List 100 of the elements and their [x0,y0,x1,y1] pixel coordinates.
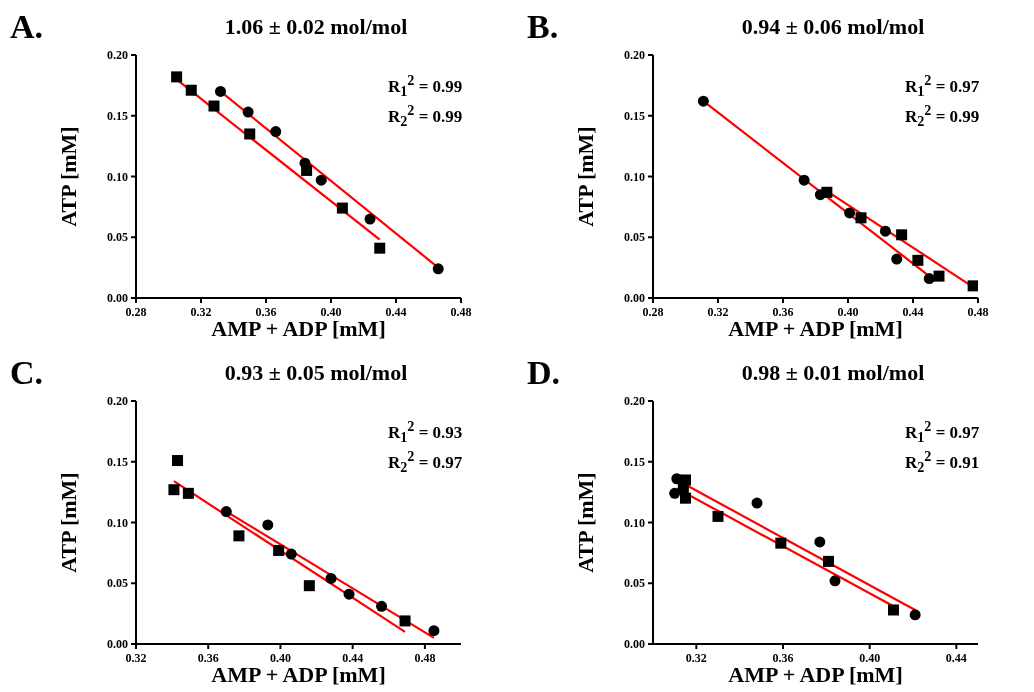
y-tick-label: 0.05 [107,230,128,245]
text: B. [527,8,559,46]
point [432,263,444,275]
point [712,510,724,522]
point [244,128,256,140]
chart-title: 0.98 ± 0.01 mol/mol [740,360,926,386]
point [208,100,220,112]
point [270,126,282,138]
point [172,455,184,467]
point [896,229,908,241]
y-tick-label: 0.20 [107,394,128,408]
y-tick-label: 0.10 [624,169,645,184]
x-tick-label: 0.48 [414,651,436,665]
annotation: R$_{2}$$^{2}$ = 0.99 [905,102,980,131]
x-tick-label: 0.40 [859,651,881,665]
point [325,572,337,584]
y-tick-label: 0.05 [624,230,645,245]
x-tick-label: 0.28 [125,305,147,319]
point [168,484,180,496]
x-tick-label: 0.32 [125,651,147,665]
point [909,609,921,621]
x-tick-label: 0.36 [772,651,794,665]
y-tick-label: 0.00 [624,291,645,305]
point [888,604,899,616]
x-axis-title: AMP + ADP [mM] [728,662,903,687]
y-tick-label: 0.00 [107,291,128,305]
point [376,600,388,612]
point [185,84,197,96]
chart-title: 0.94 ± 0.06 mol/mol [740,14,926,40]
point [912,254,924,266]
point [182,487,194,499]
annotation: R$_{2}$$^{2}$ = 0.97 [388,448,463,477]
point [285,548,297,560]
x-tick-label: 0.40 [320,305,342,319]
x-tick-label: 0.48 [450,305,472,319]
y-tick-label: 0.00 [107,637,128,651]
annotation: R$_{1}$$^{2}$ = 0.97 [905,72,980,101]
point [821,186,833,198]
point [233,530,245,542]
x-tick-label: 0.36 [197,651,219,665]
point [343,588,355,600]
x-tick-label: 0.44 [902,305,924,319]
x-tick-label: 0.44 [945,651,967,665]
annotation: R$_{1}$$^{2}$ = 0.99 [388,72,463,101]
y-axis-title: ATP [mM] [572,472,598,573]
point [814,536,826,548]
y-tick-label: 0.10 [107,515,128,530]
point [336,202,348,214]
y-tick-label: 0.15 [624,108,645,123]
text: D. [527,354,561,392]
y-tick-label: 0.10 [624,515,645,530]
x-tick-label: 0.32 [685,651,707,665]
point [751,497,763,509]
x-axis-title: AMP + ADP [mM] [728,316,903,341]
x-tick-label: 0.40 [269,651,291,665]
x-tick-label: 0.40 [837,305,859,319]
x-tick-label: 0.36 [772,305,794,319]
x-tick-label: 0.32 [190,305,212,319]
point [923,273,935,285]
y-tick-label: 0.15 [107,454,128,469]
annotation: R$_{2}$$^{2}$ = 0.91 [905,448,980,477]
point [315,174,327,186]
x-axis-title: AMP + ADP [mM] [211,316,386,341]
y-tick-label: 0.20 [624,394,645,408]
annotation: R$_{2}$$^{2}$ = 0.99 [388,102,463,131]
y-axis-title: ATP [mM] [55,126,81,227]
y-tick-label: 0.15 [107,108,128,123]
point [823,555,834,567]
point [697,95,709,107]
y-tick-label: 0.20 [107,48,128,62]
point [171,71,183,83]
y-axis-title: ATP [mM] [572,126,598,227]
point [299,157,311,169]
x-tick-label: 0.36 [255,305,277,319]
point [967,280,978,292]
point [798,174,810,186]
y-tick-label: 0.15 [624,454,645,469]
y-tick-label: 0.00 [624,637,645,651]
point [273,544,285,556]
point [879,225,891,237]
text: A. [10,8,44,46]
point [829,575,841,587]
text: C. [10,354,44,392]
point [428,625,440,637]
annotation: R$_{1}$$^{2}$ = 0.97 [905,418,980,447]
point [215,85,226,97]
point [242,106,254,118]
point [669,487,681,499]
point [303,580,315,592]
point [364,213,376,225]
point [855,212,867,224]
x-tick-label: 0.44 [385,305,407,319]
point [933,270,945,282]
point [220,506,232,518]
point [891,253,903,265]
point [262,519,274,531]
point [374,242,386,254]
y-tick-label: 0.05 [107,576,128,591]
point [399,615,411,627]
x-tick-label: 0.44 [342,651,364,665]
